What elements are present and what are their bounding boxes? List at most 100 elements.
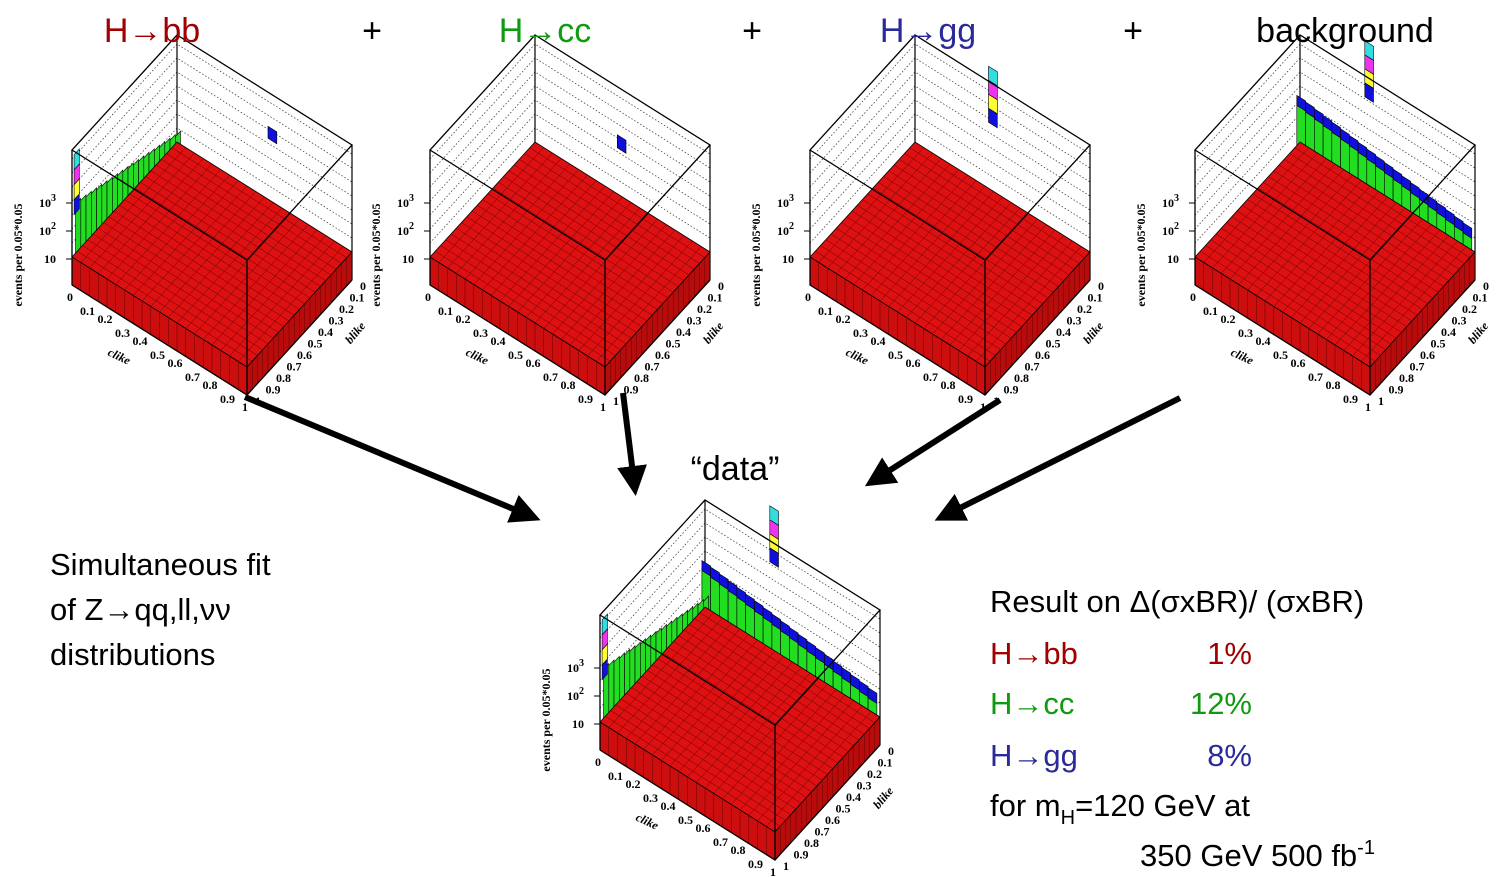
y-tick-label: 0.5 xyxy=(666,337,681,351)
x-tick-label: 0.5 xyxy=(150,348,165,362)
x-tick-label: 0.6 xyxy=(906,356,921,370)
lego-grid xyxy=(923,213,1029,329)
z-tick-base: 10 xyxy=(567,689,579,703)
x-tick-label: 0.4 xyxy=(1256,334,1271,348)
arrow xyxy=(864,397,1002,487)
lego-grid xyxy=(1334,229,1441,346)
x-tick-label: 0.4 xyxy=(661,799,676,813)
result-title: Result on Δ(σxBR)/ (σxBR) xyxy=(990,584,1364,619)
result-channel: H→cc xyxy=(990,686,1074,721)
x-tick-label: 0 xyxy=(595,755,601,769)
y-tick-label: 0.7 xyxy=(1025,360,1040,374)
lego-grid xyxy=(220,235,326,351)
lego-grid xyxy=(1308,213,1414,329)
lego-grid xyxy=(1291,202,1397,318)
y-axis-label: blike xyxy=(870,784,897,812)
note-line: Simultaneous fit xyxy=(50,547,271,582)
lego-block xyxy=(1436,202,1446,219)
lego-grid xyxy=(492,187,669,299)
result-value: 12% xyxy=(1190,686,1252,721)
x-tick-label: 0.7 xyxy=(543,370,558,384)
box-top xyxy=(598,499,882,726)
z-tick-base: 10 xyxy=(572,717,584,731)
z-tick-exp: 2 xyxy=(579,686,584,697)
box-top xyxy=(70,34,354,261)
x-tick-label: 0.3 xyxy=(853,326,868,340)
lego-grid xyxy=(941,224,1047,340)
data-label: “data” xyxy=(691,450,780,488)
lego-grid xyxy=(878,182,1054,293)
z-axis-label: events per 0.05*0.05 xyxy=(1134,203,1148,306)
fit-note: Simultaneous fit of Z→qq,ll,νν distribut… xyxy=(50,547,271,672)
z-tick-label: 10 xyxy=(44,252,56,266)
lego-block xyxy=(1305,101,1315,119)
z-tick-base: 10 xyxy=(782,252,794,266)
z-tick-exp: 3 xyxy=(409,193,414,204)
lego-grid xyxy=(534,207,641,324)
lego-block xyxy=(1410,181,1420,199)
z-tick-base: 10 xyxy=(397,196,409,210)
lego-grid xyxy=(699,612,875,723)
x-tick-label: 0.2 xyxy=(98,312,113,326)
lego-grid xyxy=(872,187,1049,299)
z-tick-base: 10 xyxy=(397,224,409,238)
lego-grid xyxy=(524,153,700,264)
y-tick-label: 0 xyxy=(718,279,724,293)
lego-block xyxy=(1349,135,1359,152)
lego-grid xyxy=(134,187,311,299)
lego-grid xyxy=(543,213,649,329)
z-tick-base: 10 xyxy=(39,196,51,210)
lego-block xyxy=(1427,195,1438,212)
lego-grid xyxy=(888,170,1064,281)
y-axis-label: blike xyxy=(700,319,727,347)
y-axis-label: blike xyxy=(1465,319,1492,347)
lego-block xyxy=(736,586,746,604)
x-tick-label: 0.9 xyxy=(578,392,593,406)
x-axis-label: clike xyxy=(634,810,662,833)
lego-grid xyxy=(1257,187,1434,299)
lego-block xyxy=(1375,155,1385,172)
lego-block xyxy=(850,673,860,691)
z-tick-exp: 3 xyxy=(51,193,56,204)
lego-grid xyxy=(168,202,274,318)
y-tick-label: 0.1 xyxy=(878,756,893,770)
lego-grid xyxy=(766,711,872,827)
lego-block xyxy=(1331,121,1341,139)
z-tick-label: 102 xyxy=(567,686,584,703)
plus: + xyxy=(1123,12,1143,50)
x-tick-label: 0.7 xyxy=(713,835,728,849)
plus: + xyxy=(742,12,762,50)
lego-block xyxy=(1445,208,1455,226)
y-tick-label: 1 xyxy=(783,859,789,873)
lego-block xyxy=(719,573,729,590)
x-tick-label: 1 xyxy=(600,400,606,414)
x-tick-label: 0.7 xyxy=(1308,370,1323,384)
x-tick-label: 0.2 xyxy=(1221,312,1236,326)
lego-block xyxy=(267,125,278,145)
lego-block xyxy=(867,687,878,704)
lego-grid xyxy=(578,235,684,351)
x-tick-label: 1 xyxy=(1365,400,1371,414)
lego-block xyxy=(762,606,773,624)
y-tick-label: 0.6 xyxy=(655,348,670,362)
lego-block xyxy=(710,566,720,584)
lego-grid xyxy=(673,641,849,752)
lego-grid xyxy=(498,182,674,293)
text: 350 GeV 500 fb xyxy=(1140,838,1357,873)
lego-grid xyxy=(696,667,802,783)
z-axis-label: events per 0.05*0.05 xyxy=(11,203,25,306)
y-axis-label: blike xyxy=(342,319,369,347)
z-tick-base: 10 xyxy=(402,252,414,266)
y-tick-label: 0.1 xyxy=(708,291,723,305)
lego-grid xyxy=(704,672,811,789)
lego-block xyxy=(1322,114,1333,132)
x-tick-label: 0.8 xyxy=(731,843,746,857)
lego-grid xyxy=(1284,159,1460,270)
lego-grid xyxy=(482,199,658,310)
y-tick-label: 0 xyxy=(1483,279,1489,293)
x-tick-label: 0.1 xyxy=(438,304,453,318)
z-tick-base: 10 xyxy=(777,196,789,210)
z-tick-exp: 2 xyxy=(1174,221,1179,232)
z-tick-label: 103 xyxy=(777,193,794,210)
z-axis-label: events per 0.05*0.05 xyxy=(369,203,383,306)
